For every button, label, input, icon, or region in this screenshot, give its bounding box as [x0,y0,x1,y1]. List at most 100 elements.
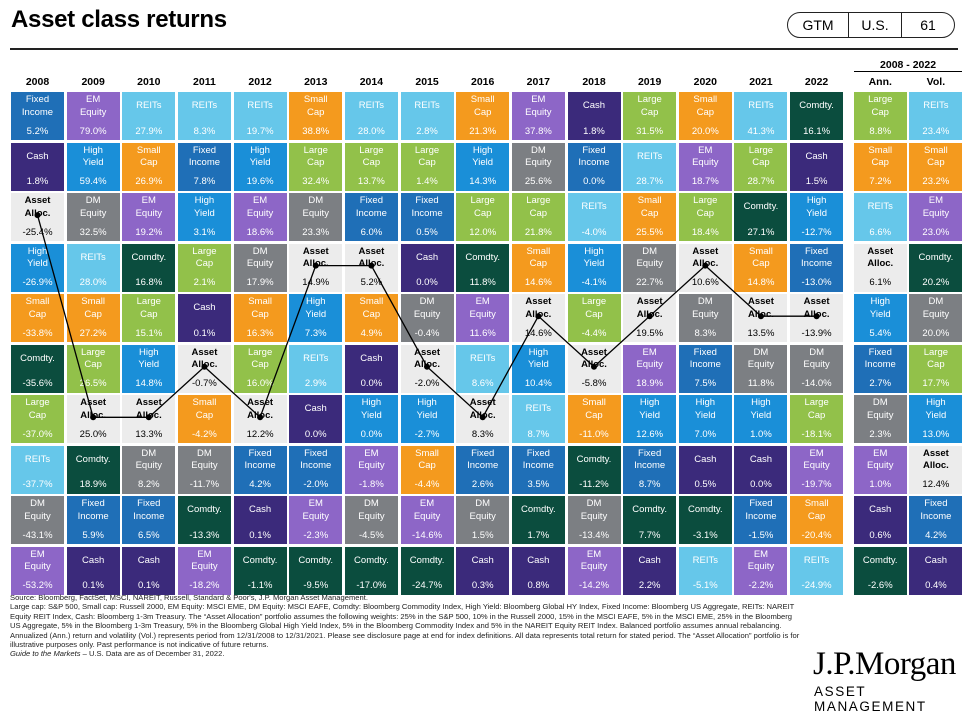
cell-asset-label: Small Cap [749,245,773,270]
cell-cash: Cash 1.8% [567,92,621,140]
cell-high-yield: High Yield 1.0% [734,395,788,444]
cell-return-value: 0.5% [416,226,438,238]
cell-high-yield: High Yield 13.0% [909,395,963,444]
column-header-2020: 2020 [693,76,717,88]
cell-return-value: 27.2% [79,327,107,339]
cell-return-value: 19.7% [246,125,274,137]
cell-asset-label: Large Cap [414,144,440,169]
cell-em-equity: EM Equity -2.2% [734,546,788,595]
cell-asset-label: DM Equity [24,498,51,522]
cell-asset-label: Comdty. [298,554,334,566]
cell-asset-label: REITs [80,251,106,263]
cell-return-value: 2.6% [471,479,494,491]
footnote-guide: Guide to the Markets – U.S. Data are as … [10,649,802,658]
cell-return-value: -4.5% [358,529,384,541]
cell-asset-label: DM Equity [747,346,775,371]
cell-return-value: 20.2% [922,277,950,289]
cell-comdty: Comdty. 7.7% [623,496,677,545]
cell-asset-label: Asset Alloc. [867,245,894,270]
cell-asset-label: Asset Alloc. [414,346,440,371]
cell-small-cap: Small Cap 27.2% [66,294,120,343]
cell-asset-label: Small Cap [637,195,662,219]
cell-asset-label: Asset Alloc. [636,296,663,320]
cell-return-value: 16.1% [803,125,831,137]
cell-asset-label: Comdty. [187,504,222,516]
cell-cash: Cash 0.3% [456,546,510,595]
cell-fixed-income: Fixed Income 4.2% [233,445,287,494]
cell-asset-label: REITs [358,100,385,111]
cell-high-yield: High Yield 19.6% [233,142,287,191]
cell-cash: Cash 0.0% [344,344,398,393]
cell-return-value: 32.5% [79,226,107,238]
guide-badges: GTM U.S. 61 [787,12,955,38]
cell-high-yield: High Yield -2.7% [400,395,454,444]
cell-asset-label: Cash [527,554,550,566]
cell-return-value: 28.7% [636,176,664,188]
cell-asset-label: EM Equity [803,447,830,472]
cell-return-value: 20.0% [922,327,950,339]
cell-return-value: 32.4% [302,176,330,188]
cell-large-cap: Large Cap -37.0% [11,395,64,444]
cell-reits: REITs 28.7% [623,142,677,191]
cell-em-equity: EM Equity -2.3% [289,496,343,545]
cell-asset-label: DM Equity [469,498,496,522]
cell-cash: Cash 0.1% [177,294,231,343]
cell-return-value: 23.0% [922,226,950,238]
cell-return-value: -1.5% [748,529,774,541]
cell-asset-label: Small Cap [81,296,106,320]
cell-return-value: -13.4% [578,529,610,541]
cell-asset-label: Small Cap [359,296,384,320]
cell-asset-label: DM Equity [302,195,329,219]
cell-large-cap: Large Cap 15.1% [122,294,176,343]
cell-return-value: 11.8% [469,277,496,289]
cell-asset-label: Comdty. [521,504,556,516]
cell-small-cap: Small Cap 16.3% [233,294,287,343]
cell-return-value: -11.0% [579,428,609,440]
cell-return-value: 2.8% [416,125,438,137]
cell-asset-label: Small Cap [136,144,161,169]
cell-comdty: Comdty. -13.3% [177,496,231,545]
cell-asset-label: EM Equity [580,548,608,573]
cell-fixed-income: Fixed Income 6.0% [344,193,398,242]
cell-comdty: Comdty. -1.1% [233,546,287,595]
cell-asset-label: Comdty. [687,504,723,516]
cell-return-value: 27.9% [135,125,163,137]
cell-em-equity: EM Equity -19.7% [790,445,844,494]
cell-asset-label: Cash [137,554,160,566]
cell-return-value: -0.7% [192,378,217,390]
cell-return-value: 0.0% [583,176,605,188]
cell-asset-label: Fixed Income [689,346,721,371]
cell-small-cap: Small Cap -20.4% [790,496,844,545]
cell-asset-label: Fixed Income [77,498,109,522]
cell-return-value: 25.6% [524,176,552,188]
cell-large-cap: Large Cap 21.8% [511,193,565,242]
cell-asset-label: REITs [414,100,440,111]
cell-asset-label: REITs [692,554,718,566]
cell-return-value: 2.1% [193,277,216,289]
cell-comdty: Comdty. -17.0% [344,546,398,595]
cell-cash: Cash 0.0% [400,243,454,292]
cell-asset-label: High Yield [583,245,605,270]
cell-asset-label: DM Equity [803,346,830,371]
cell-return-value: 1.5% [805,176,828,188]
cell-return-value: 18.4% [691,226,719,238]
cell-return-value: 0.1% [82,580,104,592]
cell-asset-label: EM Equity [246,195,274,219]
cell-large-cap: Large Cap 2.1% [177,243,231,292]
cell-small-cap: Small Cap 4.9% [344,294,398,343]
cell-comdty: Comdty. -3.1% [678,496,732,545]
cell-asset-label: Cash [924,554,947,566]
cell-asset-label: Fixed Income [634,447,666,472]
cell-asset-label: Large Cap [923,346,949,371]
cell-asset-label: High Yield [750,397,772,421]
cell-return-value: -11.2% [579,479,609,491]
cell-asset-label: DM Equity [191,447,218,472]
cell-fixed-income: Fixed Income -2.0% [289,445,343,494]
cell-comdty: Comdty. 1.7% [511,496,565,545]
cell-asset-label: High Yield [27,245,48,270]
cell-return-value: 16.3% [246,327,274,339]
cell-asset-label: EM Equity [922,195,950,219]
cell-reits: REITs 6.6% [853,193,907,242]
cell-return-value: 0.6% [869,529,892,541]
cell-small-cap: Small Cap 23.2% [909,142,963,191]
